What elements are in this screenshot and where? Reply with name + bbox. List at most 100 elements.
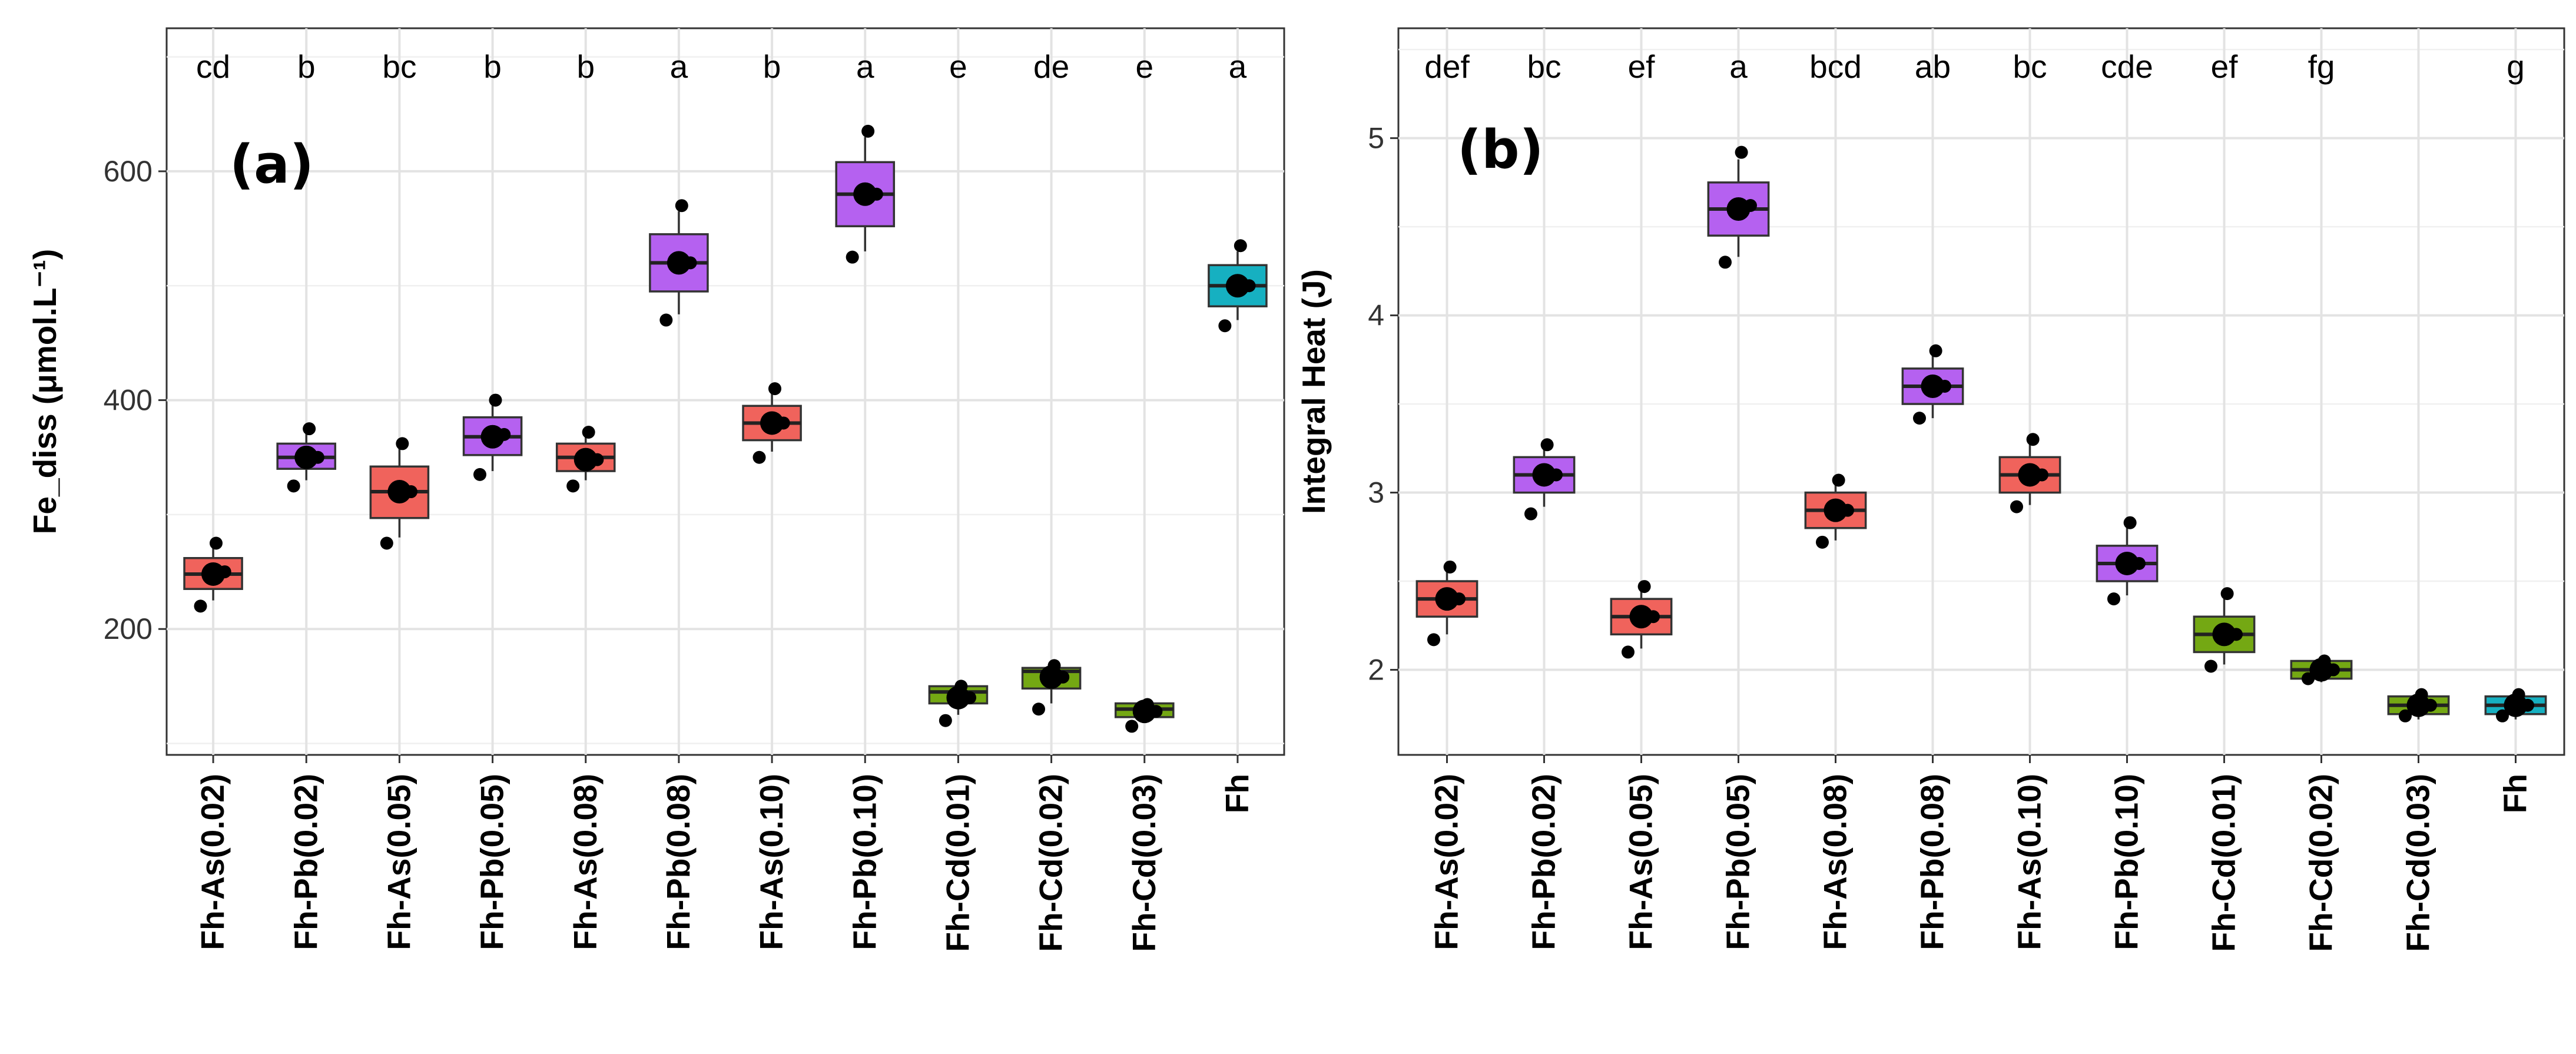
- y-axis-title: Fe_diss (μmol.L⁻¹): [26, 249, 63, 534]
- significance-letter-fh-cd-0-02: fg: [2308, 48, 2335, 85]
- plot-panel: [1397, 27, 2565, 756]
- significance-letter-fh-as-0-02: def: [1424, 48, 1470, 85]
- significance-letter-fh-cd-0-03: e: [1135, 48, 1153, 85]
- data-point-fh-pb-0-10: [846, 250, 859, 264]
- data-point-fh-pb-0-05: [1735, 145, 1748, 159]
- data-point-fh-cd-0-03: [2398, 709, 2412, 722]
- x-tick-label-fh-pb-0-08: Fh-Pb(0.08): [660, 774, 697, 950]
- mean-point-fh-pb-0-05: [1726, 197, 1751, 221]
- data-point-fh-as-0-05: [396, 437, 409, 450]
- significance-letter-fh-as-0-10: b: [763, 48, 781, 85]
- mean-point-fh-as-0-02: [1435, 587, 1459, 611]
- significance-letter-fh-pb-0-05: a: [1729, 48, 1748, 85]
- mean-point-fh-cd-0-02: [1039, 665, 1063, 689]
- mean-point-fh-pb-0-02: [1532, 463, 1556, 487]
- data-point-fh-as-0-08: [1815, 535, 1829, 549]
- data-point-fh-cd-0-01: [2220, 587, 2234, 601]
- x-tick-label-fh-pb-0-10: Fh-Pb(0.10): [846, 774, 883, 950]
- mean-point-fh-cd-0-03: [2406, 693, 2431, 717]
- mean-point-fh-cd-0-01: [2212, 622, 2236, 647]
- panel-a-fe-diss: 200 400 600 Fh-As(0.02) cd Fh-Pb(0.02) b Fh-As(…: [26, 27, 1285, 952]
- x-tick-label-fh: Fh: [2497, 774, 2534, 813]
- data-point-fh-pb-0-08: [675, 199, 688, 213]
- data-point-fh-as-0-10: [752, 450, 766, 464]
- significance-letter-fh-pb-0-05: b: [483, 48, 502, 85]
- data-point-fh-as-0-02: [1443, 560, 1457, 574]
- data-point-fh: [1218, 319, 1232, 333]
- mean-point-fh-as-0-10: [760, 411, 784, 435]
- data-point-fh-pb-0-08: [1929, 344, 1942, 357]
- data-point-fh-as-0-08: [566, 479, 580, 493]
- mean-point-fh-as-0-05: [387, 480, 412, 504]
- significance-letter-fh-as-0-05: ef: [1628, 48, 1656, 85]
- data-point-fh-as-0-10: [2010, 500, 2023, 513]
- mean-point-fh-as-0-02: [201, 562, 226, 586]
- data-point-fh-pb-0-02: [303, 422, 316, 436]
- data-point-fh-as-0-05: [380, 536, 393, 550]
- mean-point-fh-pb-0-08: [1921, 374, 1945, 398]
- mean-point-fh-pb-0-08: [667, 251, 691, 275]
- x-tick-label-fh-cd-0-01: Fh-Cd(0.01): [2206, 774, 2242, 952]
- x-tick-label-fh: Fh: [1219, 774, 1255, 813]
- y-tick-label: 600: [104, 155, 152, 188]
- significance-letter-fh-cd-0-02: de: [1033, 48, 1069, 85]
- plot-panel: [165, 27, 1285, 756]
- data-point-fh-as-0-05: [1621, 645, 1635, 659]
- x-tick-label-fh-cd-0-01: Fh-Cd(0.01): [939, 774, 976, 952]
- x-tick-label-fh-cd-0-02: Fh-Cd(0.02): [1033, 774, 1069, 952]
- data-point-fh-pb-0-08: [1912, 412, 1926, 425]
- significance-letter-fh-pb-0-02: b: [297, 48, 316, 85]
- significance-letter-fh-pb-0-10: cde: [2101, 48, 2153, 85]
- data-point-fh-cd-0-02: [1032, 702, 1046, 716]
- x-tick-label-fh-pb-0-02: Fh-Pb(0.02): [287, 774, 324, 950]
- y-axis-title: Integral Heat (J): [1295, 269, 1332, 514]
- data-point-fh-as-0-02: [194, 599, 207, 613]
- data-point-fh-as-0-08: [582, 425, 595, 439]
- data-point-fh: [1234, 239, 1247, 253]
- significance-letter-fh-as-0-08: bcd: [1809, 48, 1862, 85]
- data-point-fh-pb-0-02: [1524, 507, 1537, 521]
- x-tick-label-fh-pb-0-05: Fh-Pb(0.05): [1720, 774, 1756, 950]
- mean-point-fh-cd-0-01: [946, 685, 970, 710]
- mean-point-fh-cd-0-03: [1132, 700, 1156, 724]
- x-tick-label-fh-cd-0-02: Fh-Cd(0.02): [2303, 774, 2339, 952]
- panel-label: (a): [230, 134, 314, 195]
- panel-b-integral-heat: 2 3 4 5 Fh-As(0.02) def Fh-Pb(0.02) bc Fh-As(0.0…: [1295, 27, 2565, 952]
- mean-point-fh-pb-0-10: [853, 182, 877, 206]
- y-tick-label: 2: [1368, 654, 1384, 687]
- data-point-fh-as-0-02: [209, 536, 223, 550]
- mean-point-fh-as-0-08: [573, 448, 598, 472]
- significance-letter-fh-as-0-08: b: [576, 48, 595, 85]
- data-point-fh-cd-0-01: [2204, 659, 2217, 673]
- significance-letter-fh: g: [2507, 48, 2525, 85]
- y-tick-label: 200: [104, 612, 152, 645]
- x-tick-label-fh-as-0-02: Fh-As(0.02): [194, 774, 231, 950]
- significance-letter-fh-cd-0-01: e: [949, 48, 967, 85]
- significance-letter-fh-cd-0-01: ef: [2211, 48, 2239, 85]
- significance-letter-fh-pb-0-10: a: [856, 48, 874, 85]
- data-point-fh-as-0-02: [1427, 633, 1440, 647]
- data-point-fh-pb-0-10: [2123, 516, 2137, 529]
- y-tick-label: 5: [1368, 122, 1384, 155]
- data-point-fh-cd-0-03: [1125, 720, 1139, 733]
- data-point-fh-pb-0-10: [861, 124, 875, 138]
- x-tick-label-fh-pb-0-05: Fh-Pb(0.05): [474, 774, 510, 950]
- x-tick-label-fh-as-0-10: Fh-As(0.10): [753, 774, 790, 950]
- significance-letter-fh-pb-0-02: bc: [1527, 48, 1561, 85]
- significance-letter-fh-pb-0-08: a: [670, 48, 688, 85]
- x-tick-label-fh-as-0-02: Fh-As(0.02): [1428, 774, 1465, 950]
- x-tick-label-fh-as-0-05: Fh-As(0.05): [1623, 774, 1659, 950]
- mean-point-fh-as-0-10: [2018, 463, 2042, 487]
- data-point-fh: [2495, 709, 2509, 722]
- significance-letter-fh: a: [1229, 48, 1247, 85]
- data-point-fh-as-0-10: [2026, 433, 2040, 446]
- x-tick-label-fh-as-0-05: Fh-As(0.05): [380, 774, 417, 950]
- data-point-fh-as-0-10: [768, 382, 781, 396]
- data-point-fh-as-0-05: [1637, 580, 1651, 594]
- y-tick-label: 4: [1368, 299, 1384, 332]
- significance-letter-fh-as-0-05: bc: [382, 48, 416, 85]
- data-point-fh-pb-0-10: [2107, 592, 2120, 606]
- x-tick-label-fh-cd-0-03: Fh-Cd(0.03): [1126, 774, 1162, 952]
- data-point-fh-pb-0-05: [473, 468, 487, 481]
